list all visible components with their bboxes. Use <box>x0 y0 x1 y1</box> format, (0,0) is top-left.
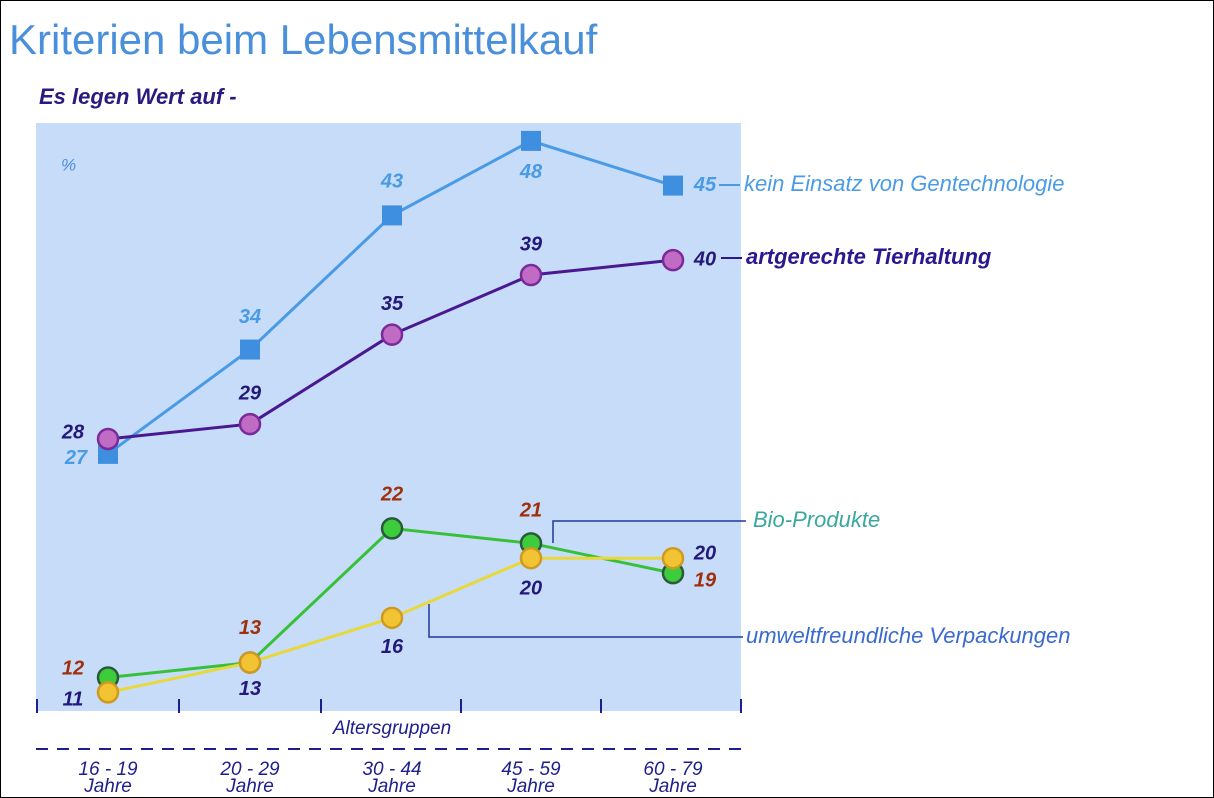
chart-title: Kriterien beim Lebensmittelkauf <box>9 16 598 63</box>
marker <box>519 546 543 570</box>
data-label: 48 <box>519 161 543 183</box>
series-name: umweltfreundliche Verpackungen <box>746 623 1071 648</box>
y-label: % <box>61 155 76 174</box>
data-label: 21 <box>519 500 542 522</box>
marker <box>663 175 683 196</box>
x-tick-label: 20 - 29 Jahre <box>220 759 280 797</box>
data-label: 19 <box>694 569 717 591</box>
data-label: 40 <box>693 248 716 270</box>
category-separators <box>36 699 742 713</box>
data-label: 39 <box>520 233 543 255</box>
data-label: 34 <box>239 306 261 328</box>
x-label: Altersgruppen <box>332 718 451 739</box>
x-tick-label: 45 - 59 Jahre <box>501 759 561 797</box>
x-tick-label: 30 - 44 Jahre <box>362 759 422 797</box>
data-label: 13 <box>239 678 261 700</box>
data-label: 28 <box>61 421 85 443</box>
marker <box>519 263 543 287</box>
data-label: 16 <box>381 636 404 658</box>
data-label: 12 <box>62 658 84 680</box>
marker <box>238 651 262 674</box>
marker <box>238 412 262 436</box>
series-name: artgerechte Tierhaltung <box>746 244 992 269</box>
subtitle: Es legen Wert auf - <box>39 84 237 109</box>
marker <box>382 205 402 226</box>
series-name: kein Einsatz von Gentechnologie <box>744 171 1064 196</box>
data-label: 43 <box>380 171 403 193</box>
data-label: 27 <box>64 447 88 469</box>
data-label: 13 <box>239 617 261 639</box>
data-label: 35 <box>381 293 404 315</box>
marker <box>661 546 685 570</box>
x-tick-label: 16 - 19 Jahre <box>78 759 138 797</box>
series-name: Bio-Produkte <box>753 507 880 532</box>
x-tick-label: 60 - 79 Jahre <box>643 759 703 797</box>
marker <box>380 323 404 346</box>
marker <box>240 339 260 360</box>
marker <box>380 517 404 540</box>
data-label: 20 <box>693 543 716 565</box>
data-label: 29 <box>238 382 262 404</box>
marker <box>661 248 685 272</box>
data-label: 22 <box>380 484 403 506</box>
marker <box>521 130 541 151</box>
marker <box>96 427 120 451</box>
marker <box>380 606 404 630</box>
data-label: 20 <box>519 578 542 600</box>
data-label: 45 <box>693 174 717 196</box>
marker <box>96 681 120 704</box>
connectors <box>428 520 746 638</box>
data-label: 11 <box>63 689 84 711</box>
